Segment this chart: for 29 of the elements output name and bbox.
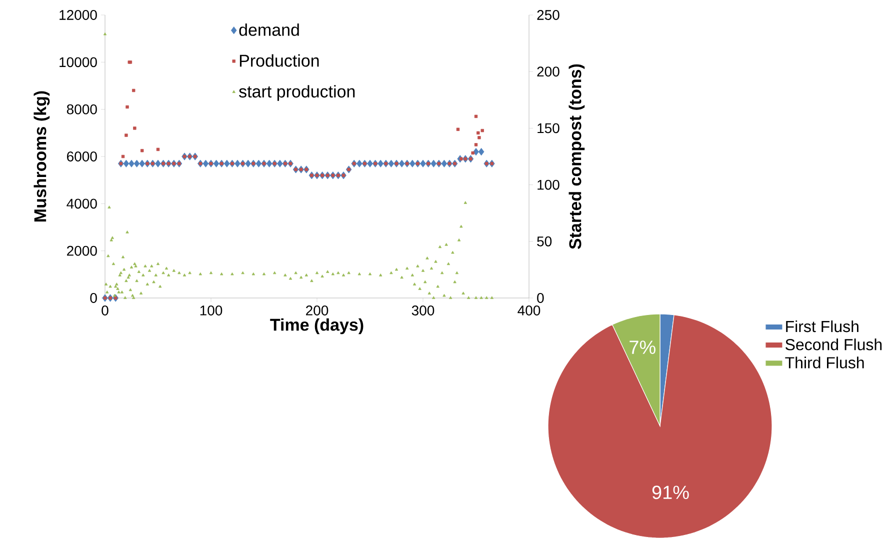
y-tick-label: 2000: [67, 246, 97, 256]
data-label: 91%: [652, 486, 689, 500]
y-tick-label: 8000: [66, 104, 97, 114]
legend-label: demand: [239, 23, 299, 36]
y-tick-label: 0: [90, 293, 97, 303]
y-tick-label: 10000: [60, 57, 97, 68]
y2-tick-label: 250: [537, 10, 560, 20]
x-tick-label: 0: [102, 306, 108, 316]
x-tick-label: 300: [412, 306, 434, 316]
x-tick-label: 200: [306, 306, 328, 316]
legend-label: First Flush: [786, 320, 858, 332]
y-tick-label: 12000: [60, 10, 97, 20]
legend-label: Third Flush: [785, 356, 864, 368]
y-axis-title: Mushrooms (kg): [34, 91, 50, 222]
y2-tick-label: 100: [538, 180, 560, 190]
x-axis-title: Time (days): [270, 318, 364, 334]
legend-label: Second Flush: [786, 338, 882, 350]
legend-label: start production: [239, 85, 355, 101]
y-tick-label: 4000: [66, 198, 97, 209]
y2-axis-title: Started compost (tons): [568, 64, 585, 250]
x-tick-label: 100: [200, 306, 222, 316]
y2-tick-label: 50: [537, 236, 552, 246]
y-tick-label: 6000: [67, 152, 97, 162]
legend-label: Production: [240, 54, 319, 67]
x-tick-label: 400: [518, 306, 540, 316]
y2-tick-label: 0: [537, 293, 544, 303]
y2-tick-label: 200: [537, 66, 560, 77]
data-label: 7%: [630, 340, 656, 354]
y2-tick-label: 150: [538, 123, 560, 134]
